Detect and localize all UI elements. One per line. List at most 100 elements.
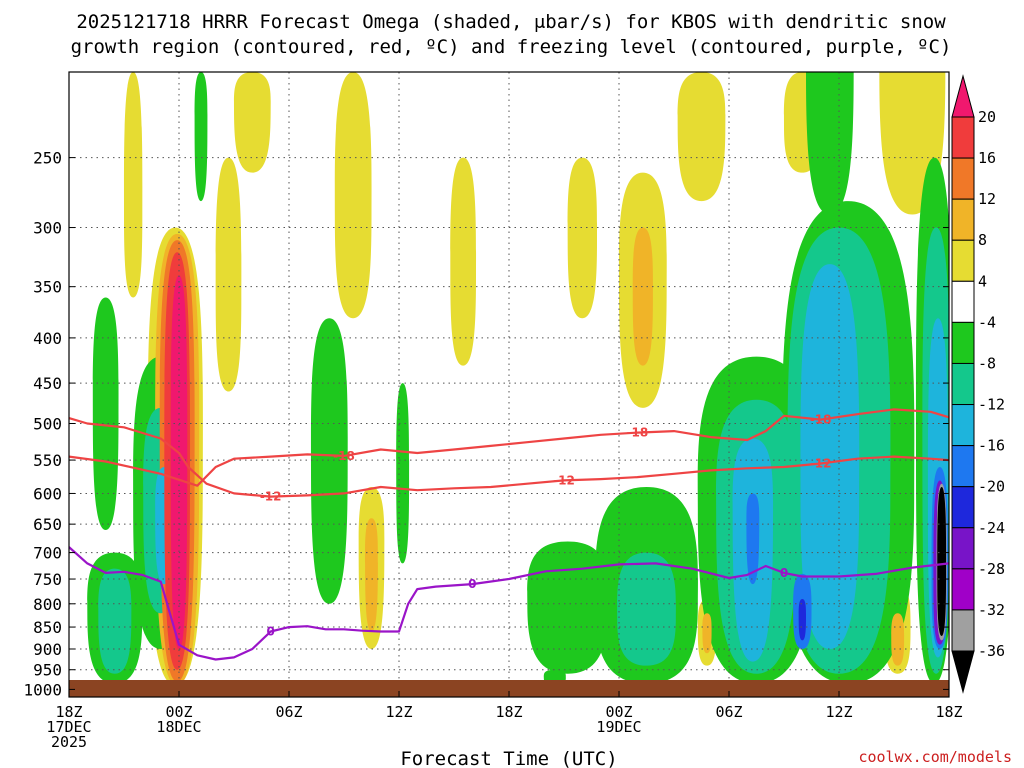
colorbar-segment [951, 362, 975, 406]
isotherm-label-0: 0 [780, 566, 788, 580]
omega-region-up-20 [798, 598, 807, 641]
omega-region-down-8 [632, 227, 653, 366]
colorbar-segment [951, 609, 975, 652]
credit-text[interactable]: coolwx.com/models [858, 748, 1012, 766]
y-tick-label: 750 [33, 570, 62, 589]
colorbar-segment [951, 445, 975, 488]
x-tick-label: 00Z [605, 703, 632, 721]
colorbar-segment [951, 486, 975, 529]
y-tick-label: 650 [33, 515, 62, 534]
x-tick-label: 12Z [385, 703, 412, 721]
pressure-axis: 250 300 350 400 450 500 550 600 650 700 750 800 850 9… [23, 149, 949, 699]
isotherm-line--18 [69, 408, 949, 487]
isotherm-label--18: -18 [333, 449, 355, 463]
chart-title-line2: growth region (contoured, red, ºC) and f… [71, 36, 952, 58]
y-tick-label: 350 [33, 278, 62, 297]
y-tick-label: 800 [33, 595, 62, 614]
y-tick-label: 850 [33, 618, 62, 637]
colorbar-label: -36 [978, 642, 1005, 660]
colorbar-segment [951, 321, 975, 364]
isotherm-label--18: -18 [810, 413, 832, 427]
colorbar-segment [951, 568, 975, 611]
x-tick-label: 18Z [935, 703, 962, 721]
y-tick-label: 1000 [23, 680, 62, 699]
x-tick-label: 06Z [275, 703, 302, 721]
y-tick-label: 300 [33, 219, 62, 238]
y-tick-label: 450 [33, 374, 62, 393]
y-tick-label: 950 [33, 661, 62, 680]
colorbar-segment [951, 116, 975, 159]
y-tick-label: 500 [33, 415, 62, 434]
isotherm-label-0: 0 [266, 625, 274, 639]
omega-region-down-20 [170, 275, 188, 649]
colorbar: 20 16 12 8 4 -4 -8 -12 -16 -20 -24 -28 -32 -36 [951, 74, 1005, 694]
colorbar-label: -24 [978, 519, 1005, 537]
x-axis-label: Forecast Time (UTC) [400, 748, 617, 768]
isotherm-label--18: -18 [626, 426, 648, 440]
y-tick-label: 550 [33, 451, 62, 470]
colorbar-label: -16 [978, 437, 1005, 455]
omega-region-up-8 [617, 552, 676, 666]
omega-region-down-4 [215, 157, 242, 392]
omega-region-up-4 [194, 72, 208, 202]
x-tick-label: 2025 [51, 733, 87, 751]
omega-region-down-4 [567, 157, 598, 319]
omega-region-up-4 [396, 383, 410, 564]
x-tick-label: 06Z [715, 703, 742, 721]
isotherm-label-0: 0 [468, 577, 476, 591]
colorbar-label: 8 [978, 231, 987, 249]
omega-region-down-4 [233, 72, 271, 173]
isotherm-contours: -18 -18 -18 -12 -12 -12 0 0 0 [69, 408, 949, 661]
colorbar-label: -12 [978, 396, 1005, 414]
chart-title-line1: 2025121718 HRRR Forecast Omega (shaded, … [76, 11, 946, 33]
isotherm-label--12: -12 [260, 490, 282, 504]
colorbar-label: 16 [978, 149, 996, 167]
omega-region-up-36 [937, 486, 947, 636]
omega-region-up-4 [310, 318, 348, 604]
isotherm-label--12: -12 [810, 457, 832, 471]
x-tick-label: 18Z [495, 703, 522, 721]
x-tick-label: 18Z [55, 703, 82, 721]
colorbar-cap-top [951, 74, 975, 118]
colorbar-segment [951, 280, 975, 323]
colorbar-cap-bottom [951, 650, 975, 694]
colorbar-segment [951, 198, 975, 241]
x-tick-label: 17DEC [46, 718, 91, 736]
colorbar-label: 4 [978, 272, 987, 290]
y-tick-label: 700 [33, 544, 62, 563]
omega-region-up-4 [92, 297, 119, 531]
omega-region-down-4 [677, 72, 726, 202]
omega-shading [87, 72, 949, 686]
omega-region-up-4 [527, 541, 609, 674]
colorbar-segment [951, 157, 975, 200]
x-tick-label: 19DEC [596, 718, 641, 736]
omega-region-up-4 [806, 72, 854, 215]
colorbar-segment [951, 239, 975, 282]
omega-region-down-4 [334, 72, 372, 319]
x-tick-label: 00Z [165, 703, 192, 721]
isotherm-line--12 [69, 417, 949, 498]
omega-region-up-8 [98, 568, 132, 674]
omega-region-down-8 [702, 613, 712, 654]
colorbar-segment [951, 404, 975, 447]
x-tick-label: 12Z [825, 703, 852, 721]
omega-region-up-16 [746, 493, 760, 585]
colorbar-label: -8 [978, 354, 996, 372]
omega-region-down-8 [365, 518, 378, 632]
colorbar-segment [951, 527, 975, 570]
colorbar-label: -20 [978, 478, 1005, 496]
y-tick-label: 900 [33, 640, 62, 659]
y-tick-label: 250 [33, 149, 62, 168]
y-tick-label: 600 [33, 484, 62, 503]
omega-region-down-8 [891, 613, 905, 666]
isotherm-label--12: -12 [553, 473, 575, 487]
isotherm-line-0 [69, 546, 949, 661]
y-tick-label: 400 [33, 329, 62, 348]
omega-region-down-4 [450, 157, 477, 366]
x-tick-label: 18DEC [156, 718, 201, 736]
colorbar-label: -28 [978, 560, 1005, 578]
colorbar-label: 20 [978, 108, 996, 126]
colorbar-label: 12 [978, 190, 996, 208]
